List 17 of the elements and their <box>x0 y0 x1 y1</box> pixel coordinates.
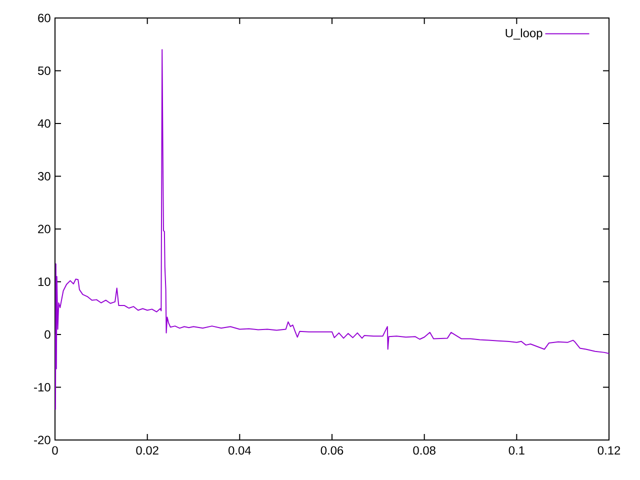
x-tick-label: 0 <box>52 446 58 455</box>
x-tick-label: 0.06 <box>320 446 344 455</box>
x-tick-label: 0.12 <box>598 446 620 455</box>
y-tick-label: 10 <box>38 278 50 286</box>
x-tick-label: 0.1 <box>508 446 524 455</box>
x-tick-label: 0.04 <box>228 446 251 455</box>
y-tick-label: 50 <box>38 66 50 75</box>
y-tick-label: 60 <box>38 14 50 22</box>
x-tick-label: 0.02 <box>136 446 158 455</box>
y-tick-label: 20 <box>38 224 50 234</box>
x-tick-label: 0.08 <box>413 446 436 455</box>
y-tick-label: -20 <box>34 436 50 444</box>
y-tick-label: -10 <box>34 383 50 392</box>
y-tick-label: 40 <box>38 119 50 128</box>
legend-label: U_loop <box>506 28 542 40</box>
y-tick-label: 30 <box>38 172 50 180</box>
y-tick-label: 0 <box>44 330 50 339</box>
